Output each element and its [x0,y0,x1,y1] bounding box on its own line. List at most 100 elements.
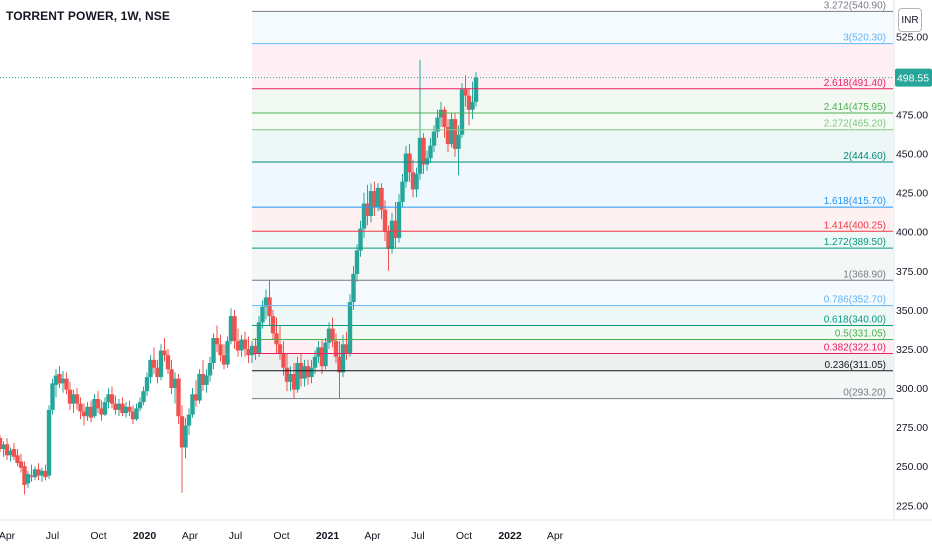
candle[interactable] [18,453,24,473]
candle[interactable] [71,389,76,414]
candle[interactable] [463,75,468,107]
candle[interactable] [214,325,220,353]
candle[interactable] [421,133,426,174]
candle[interactable] [88,400,94,423]
candle[interactable] [207,356,213,382]
candle[interactable] [442,106,447,138]
candle[interactable] [263,289,269,320]
candle[interactable] [50,378,55,415]
candle[interactable] [456,125,461,176]
candle[interactable] [340,334,346,378]
candle[interactable] [242,331,248,357]
candle[interactable] [8,447,13,462]
candle[interactable] [25,470,31,489]
candle[interactable] [179,405,185,493]
candle[interactable] [389,212,395,254]
candle[interactable] [1,441,6,457]
candle[interactable] [330,317,335,348]
candle[interactable] [351,266,356,310]
candle[interactable] [144,372,150,396]
candle[interactable] [225,336,230,368]
candle[interactable] [186,408,192,435]
candle[interactable] [459,83,465,138]
candle[interactable] [123,402,129,418]
candle[interactable] [361,192,367,238]
candle[interactable] [11,442,17,460]
candle[interactable] [228,308,234,345]
candle[interactable] [277,325,283,360]
candle[interactable] [358,220,363,257]
candle[interactable] [120,397,125,417]
candle[interactable] [281,341,286,376]
candle[interactable] [78,397,83,420]
candle[interactable] [95,391,101,414]
candle[interactable] [435,109,440,138]
candle[interactable] [354,244,360,282]
candle[interactable] [92,394,97,418]
candle[interactable] [67,381,73,410]
candle[interactable] [127,400,132,417]
candle[interactable] [36,463,41,481]
candle[interactable] [109,386,115,409]
candle[interactable] [344,331,349,360]
candle[interactable] [113,395,118,415]
candle[interactable] [162,338,167,362]
candle[interactable] [284,353,290,392]
candle[interactable] [165,348,171,374]
candle[interactable] [155,359,160,384]
candle[interactable] [295,356,300,393]
candle[interactable] [466,87,472,126]
candle[interactable] [32,466,38,481]
candle[interactable] [130,405,136,424]
candle[interactable] [305,359,311,385]
candle[interactable] [316,341,321,364]
candle[interactable] [410,159,416,198]
candle[interactable] [452,112,458,157]
candle[interactable] [312,350,318,374]
candle[interactable] [365,184,370,226]
candle[interactable] [239,334,244,357]
candle[interactable] [211,333,216,370]
candle[interactable] [249,341,255,364]
candle[interactable] [74,388,80,410]
candle[interactable] [267,280,272,326]
candle[interactable] [53,369,59,398]
candle[interactable] [400,173,405,207]
candle[interactable] [148,355,153,384]
candle[interactable] [235,328,241,357]
candle[interactable] [134,403,139,421]
candle[interactable] [102,397,108,417]
currency-button[interactable]: INR [898,8,922,32]
candle[interactable] [46,405,52,479]
candle[interactable] [116,398,122,417]
candle[interactable] [414,167,419,198]
candle[interactable] [99,400,104,421]
candle[interactable] [302,359,307,387]
candle[interactable] [473,72,479,107]
candle[interactable] [309,359,314,384]
candle[interactable] [274,317,279,354]
candle[interactable] [396,194,402,243]
candle[interactable] [43,464,48,481]
candle[interactable] [39,467,45,482]
candle[interactable] [417,59,423,181]
candle[interactable] [438,101,444,127]
candle[interactable] [200,359,206,392]
candle[interactable] [393,201,398,248]
candle[interactable] [428,137,433,163]
candle[interactable] [176,373,181,424]
candle[interactable] [197,369,202,404]
candle[interactable] [218,334,223,362]
candle[interactable] [151,347,157,374]
candle[interactable] [333,333,339,364]
candle[interactable] [232,309,237,349]
candle[interactable] [60,370,66,393]
candle[interactable] [158,344,164,381]
candle[interactable] [81,403,87,426]
candle[interactable] [403,145,409,188]
candle[interactable] [253,338,258,360]
candle[interactable] [137,397,143,412]
candle[interactable] [326,322,332,349]
candle[interactable] [270,309,276,340]
